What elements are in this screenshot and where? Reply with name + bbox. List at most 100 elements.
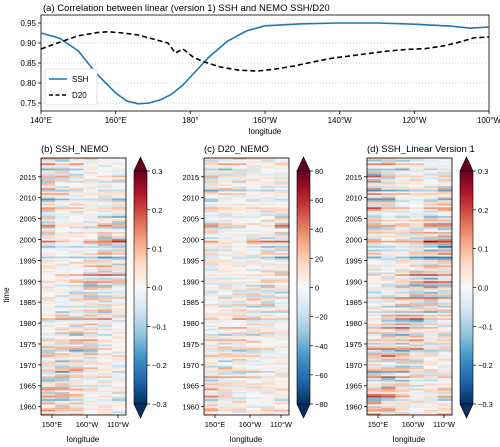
heatmap-cell <box>381 161 396 164</box>
heatmap-cell <box>395 270 410 273</box>
heatmap-cell <box>69 237 84 240</box>
heatmap-cell <box>260 305 276 308</box>
heatmap-cell <box>41 314 56 317</box>
legend-ssh-label: SSH <box>72 75 89 84</box>
heatmap-cell <box>69 404 84 407</box>
heatmap-cell <box>423 370 439 374</box>
heatmap-cell <box>260 362 276 365</box>
heatmap-cell <box>260 286 276 289</box>
heatmap-cell <box>41 349 56 352</box>
heatmap-cell <box>274 399 290 402</box>
heatmap-cell <box>69 180 84 183</box>
heatmap-cell <box>367 339 382 342</box>
heatmap-cell <box>204 217 219 220</box>
heatmap-cell <box>395 260 410 263</box>
heatmap-cell <box>423 251 439 254</box>
heatmap-cell <box>274 404 290 407</box>
heatmap-cell <box>83 179 98 182</box>
heatmap-cell <box>204 349 219 352</box>
heatmap-cell <box>246 307 261 310</box>
heatmap-cell <box>437 284 453 287</box>
heatmap-cell <box>69 221 84 224</box>
heatmap-cell <box>395 360 410 363</box>
heatmap-cell <box>218 284 233 287</box>
heatmap-cell <box>83 402 98 405</box>
heatmap-cell <box>97 290 113 293</box>
heatmap-cell <box>41 219 56 222</box>
heatmap-cell <box>437 312 453 315</box>
heatmap-cell <box>111 297 127 300</box>
heatmap-cell <box>423 249 439 252</box>
heatmap-cell <box>423 319 439 323</box>
heatmap-cell <box>395 198 410 201</box>
heatmap-cell <box>41 363 56 367</box>
heatmap-cell <box>395 321 410 324</box>
heatmap-cell <box>367 277 382 280</box>
heatmap-cell <box>395 355 410 358</box>
heatmap-cell <box>367 411 382 414</box>
heatmap-cell <box>260 165 276 168</box>
heatmap-cell <box>409 281 424 284</box>
heatmap-cell <box>260 370 276 374</box>
heatmap-cell <box>367 260 382 263</box>
heatmap-cell <box>232 362 247 365</box>
heatmap-cell <box>83 307 98 310</box>
heatmap-cell <box>260 321 276 324</box>
heatmap-cell <box>83 277 98 280</box>
heatmap-cell <box>83 319 98 323</box>
heatmap-cell <box>274 254 290 257</box>
heatmap-cell <box>437 238 453 242</box>
heatmap-cell <box>274 256 290 259</box>
heatmap-cell <box>204 337 219 340</box>
heatmap-cell <box>246 230 261 233</box>
heatmap-cell <box>381 246 396 249</box>
heatmap-cell <box>111 390 127 393</box>
heatmap-cell <box>274 175 290 178</box>
heatmap-cell <box>274 219 290 222</box>
heatmap-cell <box>97 200 113 203</box>
panel-b-xlabel: longitude <box>67 435 100 444</box>
heatmap-cell <box>232 238 247 242</box>
heatmap-cell <box>204 274 219 277</box>
heatmap-cell <box>260 279 276 282</box>
heatmap-cell <box>218 307 233 310</box>
heatmap-cell <box>423 290 439 293</box>
heatmap-cell <box>83 214 98 217</box>
heatmap-cell <box>395 261 410 264</box>
heatmap-cell <box>111 274 127 277</box>
heatmap-cell <box>41 300 56 303</box>
heatmap-cell <box>97 165 113 168</box>
heatmap-cell <box>246 346 261 349</box>
heatmap-cell <box>83 362 98 365</box>
heatmap-cell <box>395 330 410 333</box>
heatmap-cell <box>381 385 396 388</box>
time-tick-label: 2015 <box>182 173 199 182</box>
heatmap-cell <box>41 277 56 280</box>
heatmap-cell <box>409 254 424 257</box>
heatmap-cell <box>381 365 396 368</box>
heatmap-cell <box>274 172 290 175</box>
heatmap-cell <box>204 323 219 326</box>
heatmap-cell <box>246 233 261 236</box>
heatmap-cell <box>218 319 233 323</box>
heatmap-cell <box>409 411 424 414</box>
heatmap-cell <box>381 247 396 250</box>
heatmap-cell <box>395 378 410 381</box>
heatmap-cell <box>395 346 410 349</box>
heatmap-cell <box>437 291 453 294</box>
heatmap-cell <box>246 286 261 289</box>
heatmap-cell <box>260 346 276 349</box>
heatmap-cell <box>246 172 261 175</box>
heatmap-cell <box>409 386 424 389</box>
heatmap-cell <box>69 267 84 270</box>
heatmap-cell <box>83 187 98 190</box>
heatmap-cell <box>395 281 410 284</box>
heatmap-cell <box>395 406 410 409</box>
heatmap-cell <box>260 191 276 194</box>
heatmap-cell <box>232 334 247 337</box>
heatmap-cell <box>246 288 261 291</box>
heatmap-cell <box>437 399 453 402</box>
heatmap-cell <box>55 163 70 166</box>
heatmap-cell <box>395 400 410 403</box>
heatmap-cell <box>97 365 113 368</box>
